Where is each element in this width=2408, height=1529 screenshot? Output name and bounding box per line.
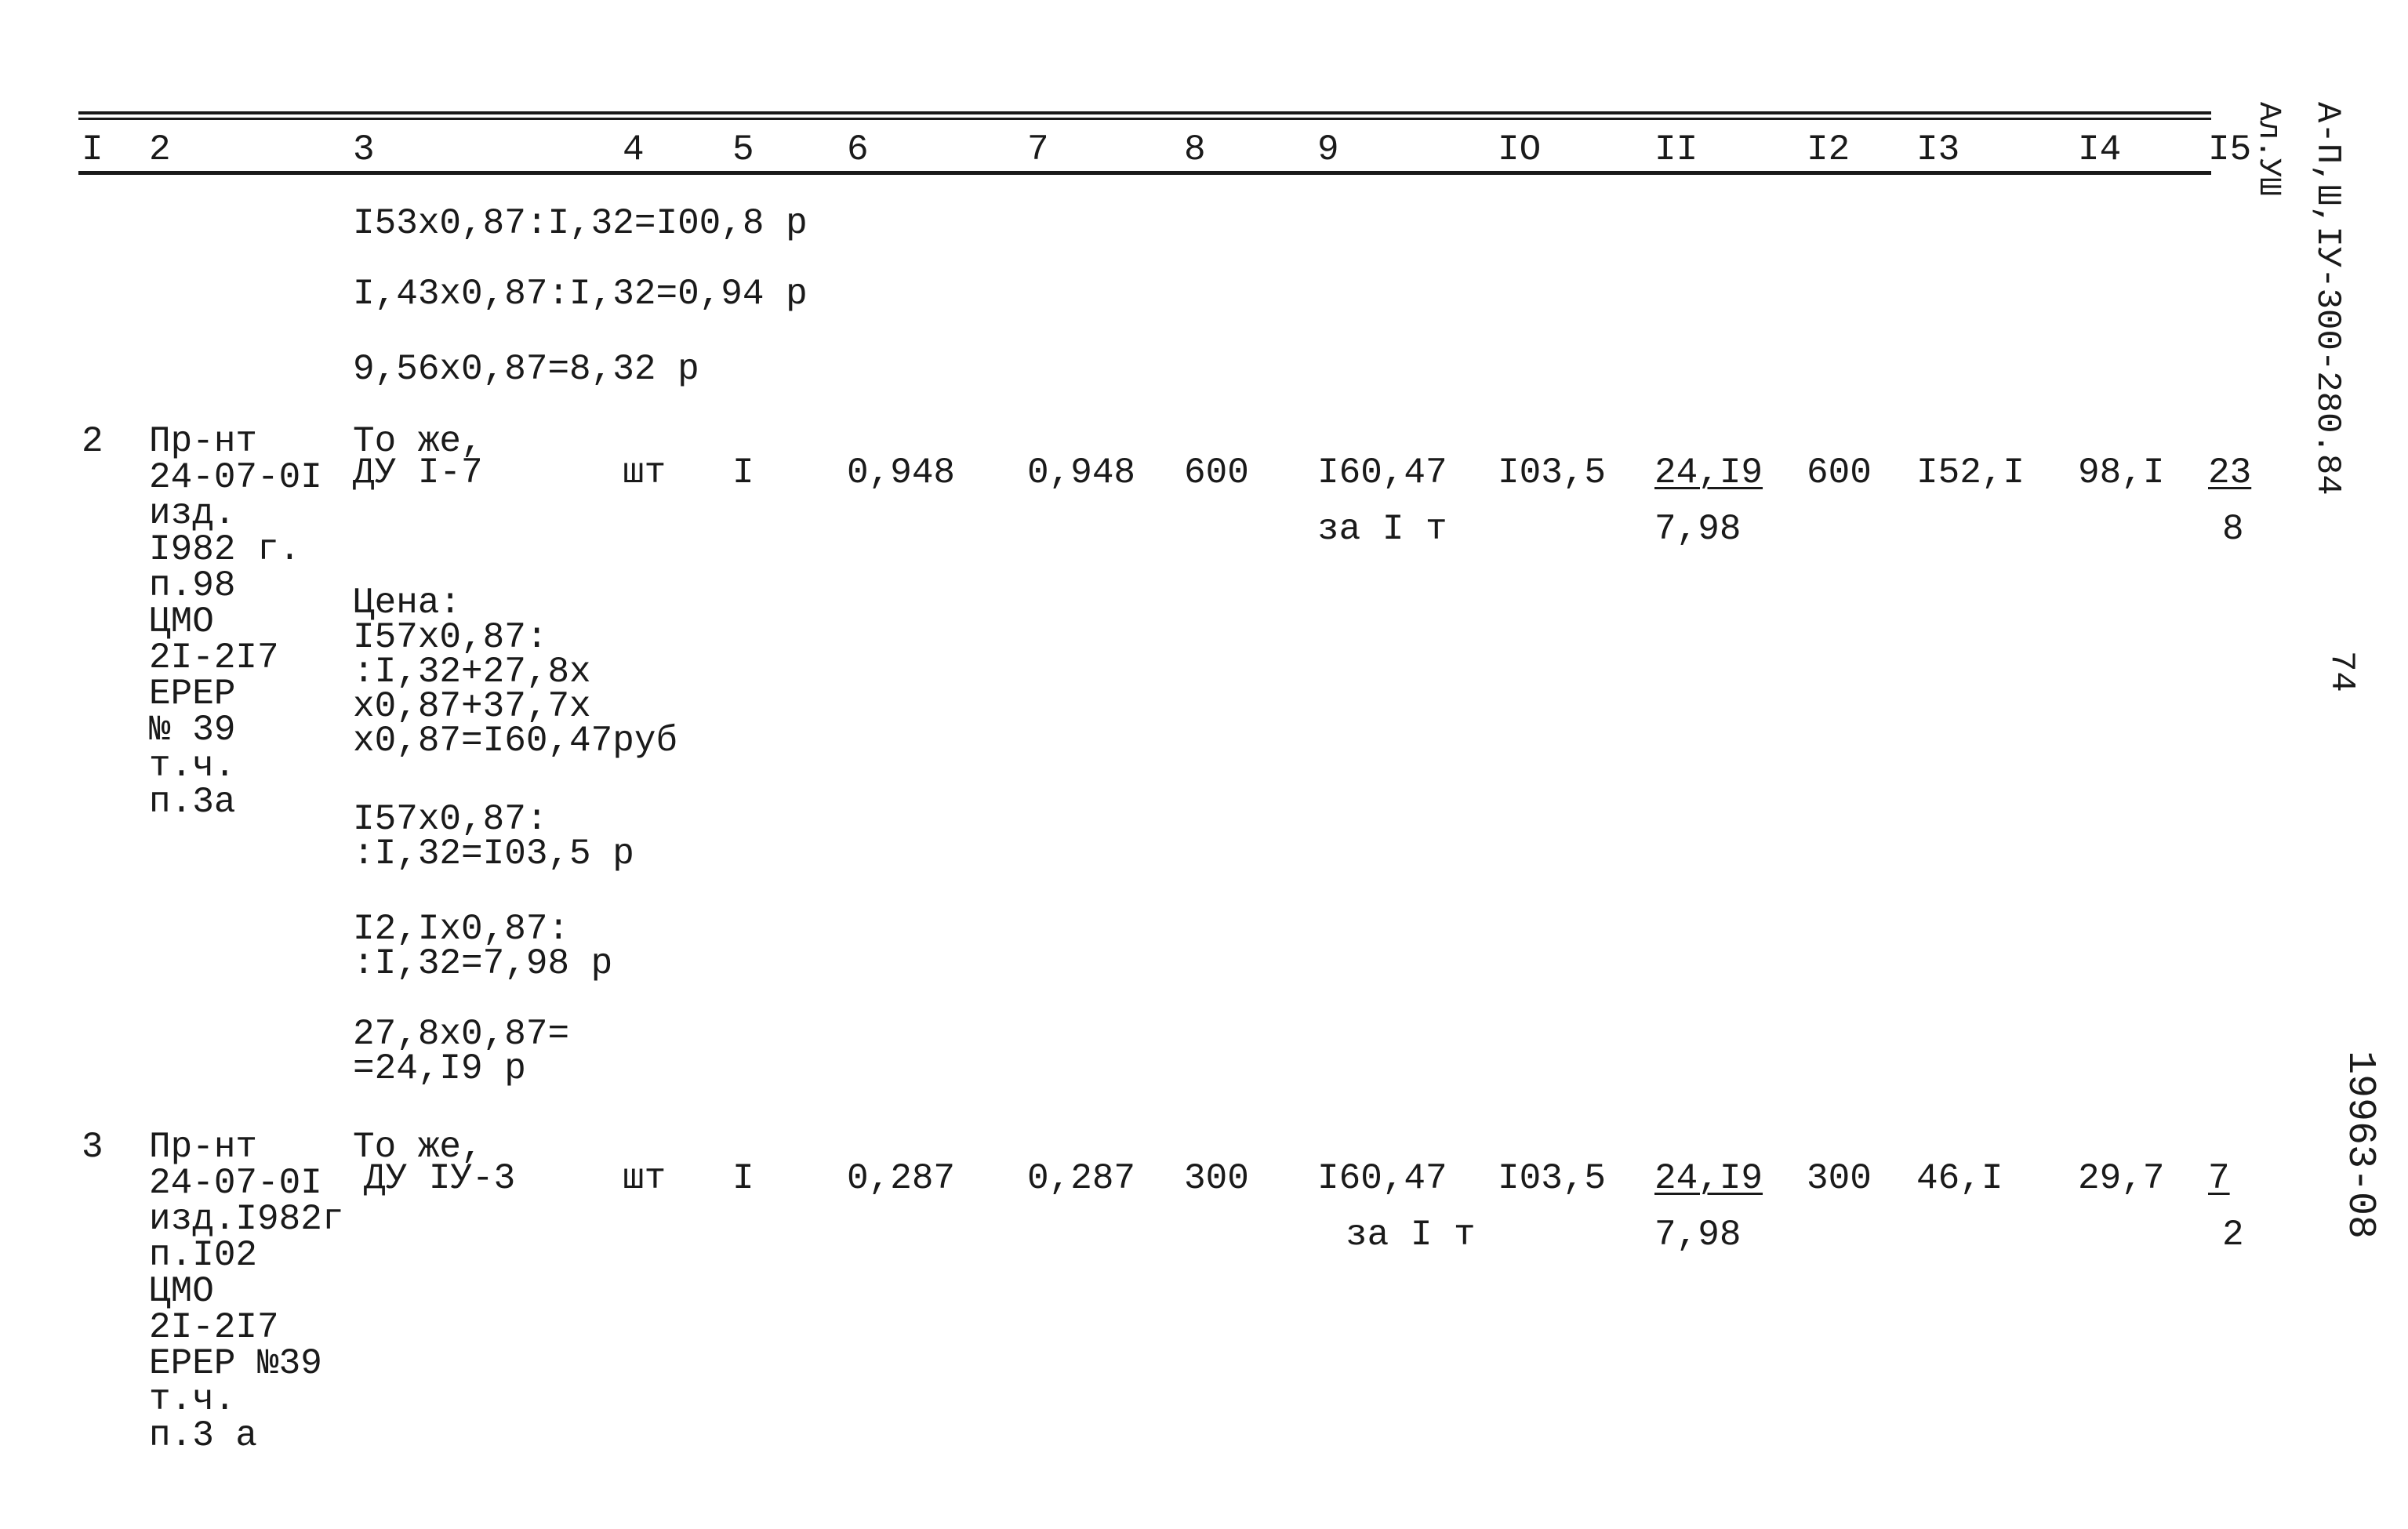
column-number: I3 — [1916, 129, 1960, 170]
cell-c10: I03,5 — [1498, 452, 1607, 493]
column-number: 4 — [623, 129, 645, 170]
source-line: 24-07-0I — [149, 457, 322, 498]
source-line: Пр-нт — [149, 421, 258, 462]
source-line: ЕРЕР — [149, 674, 236, 714]
row-number: 3 — [82, 1127, 104, 1168]
calc-line: I,43x0,87:I,32=0,94 р — [353, 274, 808, 314]
item-name: То же, — [353, 421, 483, 462]
cell-price: I60,47 — [1317, 452, 1447, 493]
source-line: № 39 — [149, 710, 236, 750]
cell-c12: 300 — [1807, 1158, 1872, 1199]
source-line: 2I-2I7 — [149, 1307, 279, 1348]
cell-c8: 600 — [1184, 452, 1249, 493]
cell-c7: 0,287 — [1027, 1158, 1136, 1199]
column-number: I4 — [2078, 129, 2122, 170]
cell-price-note: за I т — [1317, 509, 1447, 550]
source-line: изд.I982г — [149, 1199, 344, 1240]
cell-c12: 600 — [1807, 452, 1872, 493]
calc-line: 9,56x0,87=8,32 р — [353, 349, 699, 390]
cell-price: I60,47 — [1317, 1158, 1447, 1199]
page-number: 74 — [2322, 651, 2361, 692]
inventory-number: 19963-08 — [2337, 1051, 2382, 1240]
cell-c13: 46,I — [1916, 1158, 2003, 1199]
calc-line: x0,87+37,7x — [353, 686, 591, 727]
column-number: 6 — [847, 129, 869, 170]
calc-line: =24,I9 р — [353, 1048, 526, 1089]
cell-qty: I — [732, 452, 754, 493]
cell-fraction-top: 7 — [2208, 1158, 2230, 1199]
column-number: I — [82, 129, 104, 170]
header-rule-top-second — [78, 118, 2211, 120]
source-line: ЦМО — [149, 1271, 214, 1312]
cell-fraction-top: 23 — [2208, 452, 2252, 493]
source-line: 24-07-0I — [149, 1163, 322, 1204]
calc-line: :I,32+27,8x — [353, 652, 591, 692]
cell-c8: 300 — [1184, 1158, 1249, 1199]
source-line: п.3а — [149, 782, 236, 823]
source-line: I982 г. — [149, 529, 301, 570]
cell-fraction-bottom: 8 — [2222, 509, 2244, 550]
calc-line: 27,8x0,87= — [353, 1014, 570, 1055]
item-name: ДУ IУ-3 — [364, 1158, 516, 1199]
cell-fraction-bottom: 7,98 — [1654, 1215, 1742, 1255]
cell-fraction-top: 24,I9 — [1654, 1158, 1763, 1199]
header-rule-top — [78, 111, 2211, 114]
column-number: I5 — [2208, 129, 2252, 170]
calc-line: I57x0,87: — [353, 617, 548, 658]
column-number: IO — [1498, 129, 1542, 170]
column-number: 5 — [732, 129, 754, 170]
cell-unit: шт — [623, 452, 666, 493]
cell-c13: I52,I — [1916, 452, 2025, 493]
cell-fraction-bottom: 2 — [2222, 1215, 2244, 1255]
column-number: 2 — [149, 129, 171, 170]
cell-c6: 0,948 — [847, 452, 956, 493]
row-number: 2 — [82, 421, 104, 462]
cell-qty: I — [732, 1158, 754, 1199]
column-number: 3 — [353, 129, 375, 170]
source-line: п.I02 — [149, 1235, 258, 1276]
cell-c7: 0,948 — [1027, 452, 1136, 493]
cell-c14: 29,7 — [2078, 1158, 2165, 1199]
column-number: II — [1654, 129, 1698, 170]
source-line: п.3 а — [149, 1415, 258, 1456]
item-name: То же, — [353, 1127, 483, 1168]
source-line: изд. — [149, 493, 236, 534]
source-line: т.ч. — [149, 746, 236, 786]
cell-c10: I03,5 — [1498, 1158, 1607, 1199]
header-rule-bottom — [78, 171, 2211, 175]
column-number: I2 — [1807, 129, 1850, 170]
source-line: ЕРЕР №39 — [149, 1343, 322, 1384]
sheet-label: Ал.УШ — [2250, 102, 2286, 197]
column-number: 8 — [1184, 129, 1206, 170]
cell-c6: 0,287 — [847, 1158, 956, 1199]
source-line: п.98 — [149, 565, 236, 606]
calc-line: :I,32=7,98 р — [353, 943, 613, 984]
calc-line: I53x0,87:I,32=I00,8 р — [353, 203, 808, 244]
calc-line: :I,32=I03,5 р — [353, 834, 634, 874]
calc-line: I57x0,87: — [353, 799, 548, 840]
calc-line: I2,Ix0,87: — [353, 909, 570, 950]
column-number: 7 — [1027, 129, 1049, 170]
source-line: т.ч. — [149, 1379, 236, 1420]
source-line: 2I-2I7 — [149, 637, 279, 678]
cell-price-note: за I т — [1346, 1215, 1476, 1255]
item-name: ДУ I-7 — [353, 452, 483, 493]
cell-fraction-bottom: 7,98 — [1654, 509, 1742, 550]
document-code: А-П,Ш,IУ-300-280.84 — [2308, 102, 2347, 496]
calc-line: x0,87=I60,47руб — [353, 721, 678, 761]
column-number: 9 — [1317, 129, 1339, 170]
cell-fraction-top: 24,I9 — [1654, 452, 1763, 493]
source-line: ЦМО — [149, 601, 214, 642]
cell-unit: шт — [623, 1158, 666, 1199]
cell-c14: 98,I — [2078, 452, 2165, 493]
source-line: Пр-нт — [149, 1127, 258, 1168]
calc-line: Цена: — [353, 583, 462, 623]
